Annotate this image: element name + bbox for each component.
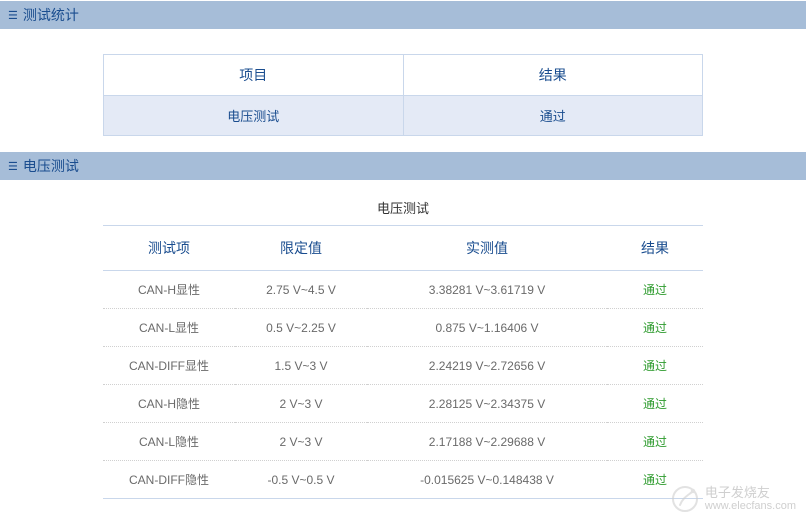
detail-cell-limit: 0.5 V~2.25 V <box>235 309 367 347</box>
summary-header-item: 项目 <box>104 55 404 96</box>
detail-cell-result: 通过 <box>607 309 703 347</box>
bullet-icon: ☰ <box>8 9 17 22</box>
detail-cell-measured: 2.24219 V~2.72656 V <box>367 347 607 385</box>
detail-header-measured: 实测值 <box>367 226 607 271</box>
detail-header-test-item: 测试项 <box>103 226 235 271</box>
detail-header-limit: 限定值 <box>235 226 367 271</box>
table-row: CAN-DIFF隐性 -0.5 V~0.5 V -0.015625 V~0.14… <box>103 461 703 499</box>
summary-cell-result: 通过 <box>403 96 703 136</box>
detail-cell-measured: 3.38281 V~3.61719 V <box>367 271 607 309</box>
detail-cell-result: 通过 <box>607 423 703 461</box>
watermark-url: www.elecfans.com <box>705 500 796 512</box>
summary-header-result: 结果 <box>403 55 703 96</box>
detail-cell-measured: -0.015625 V~0.148438 V <box>367 461 607 499</box>
detail-caption: 电压测试 <box>103 190 703 225</box>
section-header-summary: ☰ 测试统计 <box>0 0 806 29</box>
detail-panel: 电压测试 测试项 限定值 实测值 结果 <box>0 180 806 519</box>
summary-panel: 项目 结果 电压测试 通过 <box>0 29 806 151</box>
detail-cell-result: 通过 <box>607 347 703 385</box>
detail-cell-limit: 2.75 V~4.5 V <box>235 271 367 309</box>
spark-icon <box>671 485 699 513</box>
detail-cell-name: CAN-DIFF显性 <box>103 347 235 385</box>
detail-cell-name: CAN-DIFF隐性 <box>103 461 235 499</box>
table-row: CAN-DIFF显性 1.5 V~3 V 2.24219 V~2.72656 V… <box>103 347 703 385</box>
section-title-voltage: 电压测试 <box>23 156 79 176</box>
detail-cell-limit: -0.5 V~0.5 V <box>235 461 367 499</box>
detail-cell-limit: 1.5 V~3 V <box>235 347 367 385</box>
section-header-voltage: ☰ 电压测试 <box>0 151 806 180</box>
detail-cell-name: CAN-L显性 <box>103 309 235 347</box>
summary-header-row: 项目 结果 <box>104 55 703 96</box>
table-row: CAN-L显性 0.5 V~2.25 V 0.875 V~1.16406 V 通… <box>103 309 703 347</box>
detail-cell-result: 通过 <box>607 385 703 423</box>
detail-table: 测试项 限定值 实测值 结果 CAN-H显性 2.75 V~4.5 V 3.38… <box>103 225 703 499</box>
detail-cell-measured: 0.875 V~1.16406 V <box>367 309 607 347</box>
watermark-title: 电子发烧友 <box>705 486 796 500</box>
detail-cell-limit: 2 V~3 V <box>235 423 367 461</box>
table-row: CAN-H隐性 2 V~3 V 2.28125 V~2.34375 V 通过 <box>103 385 703 423</box>
detail-cell-limit: 2 V~3 V <box>235 385 367 423</box>
bullet-icon: ☰ <box>8 160 17 173</box>
table-row: CAN-L隐性 2 V~3 V 2.17188 V~2.29688 V 通过 <box>103 423 703 461</box>
table-row: CAN-H显性 2.75 V~4.5 V 3.38281 V~3.61719 V… <box>103 271 703 309</box>
section-title-summary: 测试统计 <box>23 5 79 25</box>
detail-cell-measured: 2.17188 V~2.29688 V <box>367 423 607 461</box>
detail-cell-name: CAN-L隐性 <box>103 423 235 461</box>
watermark: 电子发烧友 www.elecfans.com <box>671 485 796 513</box>
detail-cell-name: CAN-H显性 <box>103 271 235 309</box>
detail-header-result: 结果 <box>607 226 703 271</box>
detail-cell-name: CAN-H隐性 <box>103 385 235 423</box>
summary-cell-item: 电压测试 <box>104 96 404 136</box>
summary-row: 电压测试 通过 <box>104 96 703 136</box>
detail-header-row: 测试项 限定值 实测值 结果 <box>103 226 703 271</box>
detail-cell-result: 通过 <box>607 271 703 309</box>
summary-table: 项目 结果 电压测试 通过 <box>103 54 703 136</box>
detail-cell-measured: 2.28125 V~2.34375 V <box>367 385 607 423</box>
